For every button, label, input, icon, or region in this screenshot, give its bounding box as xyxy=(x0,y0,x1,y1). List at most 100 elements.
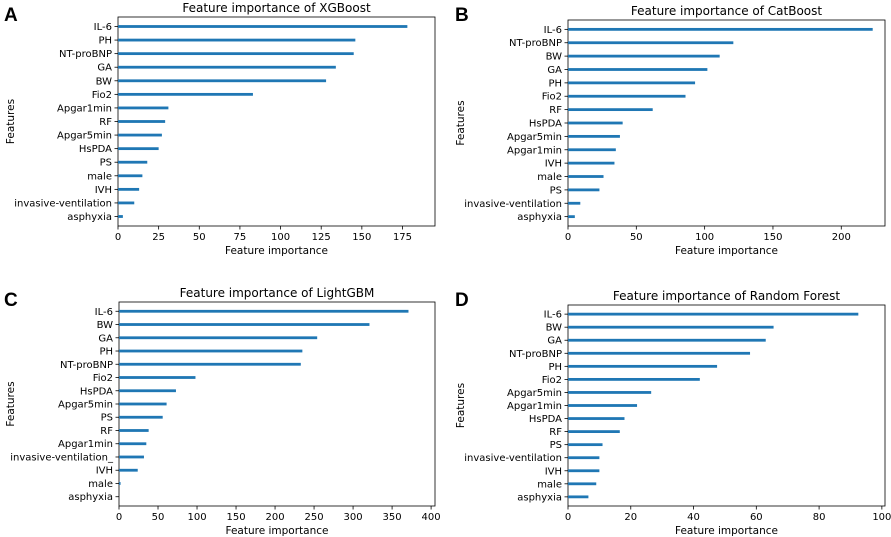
bar xyxy=(568,338,766,342)
y-tick-label: invasive-ventilation xyxy=(464,199,562,210)
y-tick-label: Fio2 xyxy=(92,90,112,101)
y-tick-label: Apgar1min xyxy=(507,401,562,412)
x-tick-label: 125 xyxy=(312,232,331,243)
y-tick-label: RF xyxy=(549,427,562,438)
y-tick-label: asphyxia xyxy=(68,492,113,503)
bar xyxy=(118,147,159,151)
y-axis-label: Features xyxy=(455,100,467,145)
chart-title: Feature importance of CatBoost xyxy=(631,4,823,18)
bar xyxy=(118,215,123,218)
y-tick-label: PH xyxy=(98,36,112,47)
bar xyxy=(119,482,121,485)
x-tick-label: 100 xyxy=(187,512,206,523)
bar xyxy=(119,336,318,340)
y-tick-label: male xyxy=(537,172,562,183)
y-tick-label: Apgar5min xyxy=(58,400,113,411)
x-tick-label: 40 xyxy=(687,512,700,523)
y-tick-label: GA xyxy=(97,63,112,74)
x-tick-label: 0 xyxy=(565,512,571,523)
bar xyxy=(118,174,143,178)
bar xyxy=(568,188,600,192)
x-tick-label: 100 xyxy=(872,512,891,523)
x-tick-label: 100 xyxy=(695,232,714,243)
x-tick-label: 150 xyxy=(352,232,371,243)
bar xyxy=(118,201,135,205)
y-tick-label: IL-6 xyxy=(94,22,112,33)
x-tick-label: 20 xyxy=(624,512,637,523)
bar xyxy=(118,92,253,96)
x-tick-label: 75 xyxy=(234,232,247,243)
bar xyxy=(568,377,700,381)
panel-d: D Feature importance of Random Forest IL-6… xyxy=(455,289,891,537)
panel-b: B Feature importance of CatBoost IL-6 NT-pr… xyxy=(455,4,886,257)
bar xyxy=(118,79,327,83)
bar xyxy=(118,25,408,28)
bar xyxy=(568,148,616,152)
x-axis-label: Feature importance xyxy=(675,245,778,257)
panel-letter: B xyxy=(455,5,469,26)
bar xyxy=(568,325,774,329)
y-tick-label: PS xyxy=(550,185,562,196)
x-tick-label: 150 xyxy=(226,512,245,523)
y-tick-label: Apgar5min xyxy=(57,131,112,142)
y-tick-label: Apgar1min xyxy=(57,103,112,114)
bar xyxy=(568,27,873,31)
bar xyxy=(119,376,196,379)
bar xyxy=(568,430,620,434)
x-axis-label: Feature importance xyxy=(225,245,328,257)
y-axis-label: Features xyxy=(5,381,17,426)
y-tick-label: Fio2 xyxy=(542,92,562,103)
y-tick-label: RF xyxy=(549,105,562,116)
x-tick-label: 150 xyxy=(763,232,782,243)
x-tick-label: 200 xyxy=(266,512,285,523)
y-tick-label: HsPDA xyxy=(80,386,113,397)
y-tick-label: GA xyxy=(98,333,113,344)
bar xyxy=(119,455,144,459)
bar xyxy=(118,120,166,123)
panel-letter: D xyxy=(455,290,469,311)
y-tick-label: invasive-ventilation_ xyxy=(10,452,114,463)
bar xyxy=(118,65,336,69)
y-tick-label: IVH xyxy=(545,159,562,170)
bar xyxy=(568,121,623,125)
bar xyxy=(118,187,140,191)
chart-title: Feature importance of Random Forest xyxy=(613,289,841,303)
y-tick-label: BW xyxy=(546,52,563,63)
y-tick-label: Fio2 xyxy=(542,375,562,386)
y-tick-label: Apgar5min xyxy=(507,132,562,143)
x-axis-label: Feature importance xyxy=(675,525,778,537)
bar xyxy=(119,415,163,419)
y-tick-label: NT-proBNP xyxy=(509,38,562,49)
bar xyxy=(119,362,301,366)
panel-letter: C xyxy=(4,290,18,311)
y-tick-label: HsPDA xyxy=(79,144,112,155)
y-tick-label: BW xyxy=(546,323,563,334)
bar xyxy=(568,469,600,473)
x-tick-label: 250 xyxy=(305,512,324,523)
bar xyxy=(568,391,652,394)
y-tick-label: NT-proBNP xyxy=(509,349,562,360)
x-tick-label: 350 xyxy=(383,512,402,523)
bar xyxy=(118,38,356,42)
chart-title: Feature importance of LightGBM xyxy=(180,286,375,300)
y-tick-label: male xyxy=(537,479,562,490)
y-tick-label: PH xyxy=(548,78,562,89)
bar xyxy=(568,81,696,85)
bar xyxy=(118,106,169,110)
bar xyxy=(568,201,581,205)
bar xyxy=(118,133,162,137)
x-tick-label: 60 xyxy=(750,512,763,523)
panel-c: C Feature importance of LightGBM IL-6 BW GA P… xyxy=(4,286,441,537)
bar xyxy=(119,309,409,313)
y-tick-label: IVH xyxy=(545,466,562,477)
y-tick-label: invasive-ventilation xyxy=(464,453,562,464)
panel-letter: A xyxy=(4,5,18,26)
bar xyxy=(568,175,604,178)
y-tick-label: IL-6 xyxy=(544,25,562,36)
bar xyxy=(568,482,597,486)
bar xyxy=(568,351,751,355)
bar xyxy=(568,312,859,316)
bar xyxy=(568,417,625,420)
x-tick-label: 50 xyxy=(193,232,206,243)
axes-frame xyxy=(117,16,436,227)
